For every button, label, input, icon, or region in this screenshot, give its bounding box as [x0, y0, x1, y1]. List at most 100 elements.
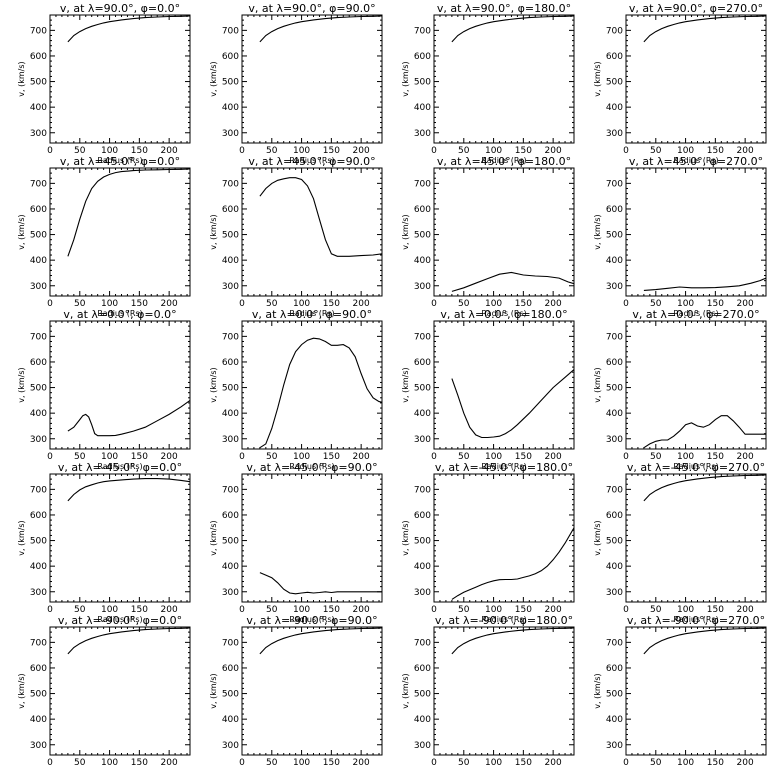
subplot-4-3: v, at λ=-90.0°, φ=270.0° 0 50 100 150 200 300 4…	[593, 614, 767, 768]
y-tick-label: 300	[606, 129, 623, 139]
x-tick-label: 100	[101, 146, 118, 156]
x-tick-label: 0	[239, 452, 245, 462]
y-tick-label: 600	[606, 664, 623, 674]
y-axis-label: v, (km/s)	[17, 520, 26, 555]
y-tick-label: 700	[30, 179, 47, 189]
y-tick-label: 400	[606, 562, 623, 572]
y-tick-label: 500	[30, 537, 47, 547]
y-axis-label: v, (km/s)	[593, 214, 602, 249]
subplot-title: v, at λ=90.0°, φ=180.0°	[437, 2, 571, 15]
x-tick-label: 100	[485, 299, 502, 309]
x-tick-label: 50	[650, 605, 662, 615]
x-tick-label: 0	[47, 605, 53, 615]
subplot-title: v, at λ=45.0°, φ=270.0°	[629, 155, 763, 168]
y-tick-label: 700	[414, 638, 431, 648]
x-axis-label: Radius (Rs)	[289, 309, 334, 318]
x-tick-label: 200	[545, 299, 562, 309]
y-tick-label: 700	[606, 638, 623, 648]
subplot-title: v, at λ=-90.0°, φ=0.0°	[58, 614, 182, 627]
x-tick-label: 0	[623, 299, 629, 309]
x-axis-label: Radius (Rs)	[673, 615, 718, 624]
x-tick-label: 50	[650, 146, 662, 156]
y-axis-label: v, (km/s)	[17, 214, 26, 249]
x-tick-label: 200	[353, 452, 370, 462]
y-tick-label: 400	[222, 409, 239, 419]
x-tick-label: 50	[266, 299, 278, 309]
y-tick-label: 400	[30, 562, 47, 572]
x-tick-label: 150	[515, 758, 532, 768]
x-tick-label: 200	[161, 299, 178, 309]
subplot-1-2: v, at λ=45.0°, φ=180.0° 0 50 100 150 200 300 40…	[401, 155, 575, 318]
x-tick-label: 150	[707, 146, 724, 156]
y-tick-label: 400	[414, 103, 431, 113]
subplot-0-0: v, at λ=90.0°, φ=0.0° 0 50 100 150 200 300 400 5…	[17, 2, 191, 165]
plot-frame	[433, 14, 575, 144]
x-tick-label: 200	[737, 605, 754, 615]
x-tick-label: 50	[266, 452, 278, 462]
y-tick-label: 500	[606, 690, 623, 700]
x-axis-label: Radius (Rs)	[481, 156, 526, 165]
x-tick-label: 50	[650, 758, 662, 768]
velocity-curve	[643, 627, 767, 655]
velocity-curve	[67, 168, 191, 257]
y-tick-label: 300	[414, 435, 431, 445]
y-axis-label: v, (km/s)	[17, 367, 26, 402]
plot-frame	[625, 14, 767, 144]
x-tick-label: 100	[293, 146, 310, 156]
x-tick-label: 200	[161, 605, 178, 615]
subplot-title: v, at λ=-45.0°, φ=0.0°	[58, 461, 182, 474]
x-axis-label: Radius (Rs)	[97, 156, 142, 165]
y-axis-label: v, (km/s)	[593, 520, 602, 555]
x-tick-label: 150	[707, 605, 724, 615]
y-tick-label: 300	[30, 435, 47, 445]
x-tick-label: 100	[677, 299, 694, 309]
y-tick-label: 500	[30, 78, 47, 88]
y-tick-label: 600	[606, 205, 623, 215]
x-tick-label: 150	[131, 146, 148, 156]
velocity-curve	[643, 474, 767, 502]
y-tick-label: 600	[414, 358, 431, 368]
x-tick-label: 150	[707, 758, 724, 768]
y-tick-label: 500	[414, 537, 431, 547]
x-tick-label: 100	[293, 758, 310, 768]
x-tick-label: 100	[293, 452, 310, 462]
y-tick-label: 700	[30, 332, 47, 342]
velocity-curve	[451, 15, 575, 43]
subplot-2-1: v, at λ=0.0°, φ=90.0° 0 50 100 150 200 300 400 5…	[209, 308, 383, 471]
y-tick-label: 300	[222, 741, 239, 751]
y-tick-label: 600	[30, 52, 47, 62]
plot-frame	[49, 14, 191, 144]
plot-frame	[49, 320, 191, 450]
y-tick-label: 600	[414, 664, 431, 674]
y-tick-label: 400	[606, 715, 623, 725]
y-tick-label: 600	[222, 205, 239, 215]
subplot-title: v, at λ=-90.0°, φ=180.0°	[435, 614, 573, 627]
subplot-title: v, at λ=-45.0°, φ=90.0°	[246, 461, 377, 474]
x-tick-label: 50	[266, 605, 278, 615]
x-tick-label: 50	[458, 299, 470, 309]
y-tick-label: 700	[606, 26, 623, 36]
x-axis-label: Radius (Rs)	[97, 615, 142, 624]
y-tick-label: 400	[30, 715, 47, 725]
y-tick-label: 400	[30, 409, 47, 419]
x-tick-label: 0	[47, 758, 53, 768]
velocity-curve	[259, 15, 383, 43]
x-tick-label: 0	[431, 146, 437, 156]
y-tick-label: 600	[414, 205, 431, 215]
velocity-curve	[259, 337, 383, 449]
y-tick-label: 300	[414, 588, 431, 598]
plot-frame	[241, 14, 383, 144]
plot-frame	[625, 473, 767, 603]
x-tick-label: 50	[74, 758, 86, 768]
y-axis-label: v, (km/s)	[401, 367, 410, 402]
y-tick-label: 300	[30, 588, 47, 598]
y-axis-label: v, (km/s)	[17, 61, 26, 96]
y-tick-label: 600	[414, 52, 431, 62]
y-tick-label: 700	[222, 179, 239, 189]
y-axis-label: v, (km/s)	[17, 673, 26, 708]
x-tick-label: 100	[101, 758, 118, 768]
x-tick-label: 100	[101, 299, 118, 309]
y-axis-label: v, (km/s)	[209, 367, 218, 402]
subplot-title: v, at λ=-90.0°, φ=270.0°	[627, 614, 765, 627]
x-tick-label: 0	[431, 452, 437, 462]
